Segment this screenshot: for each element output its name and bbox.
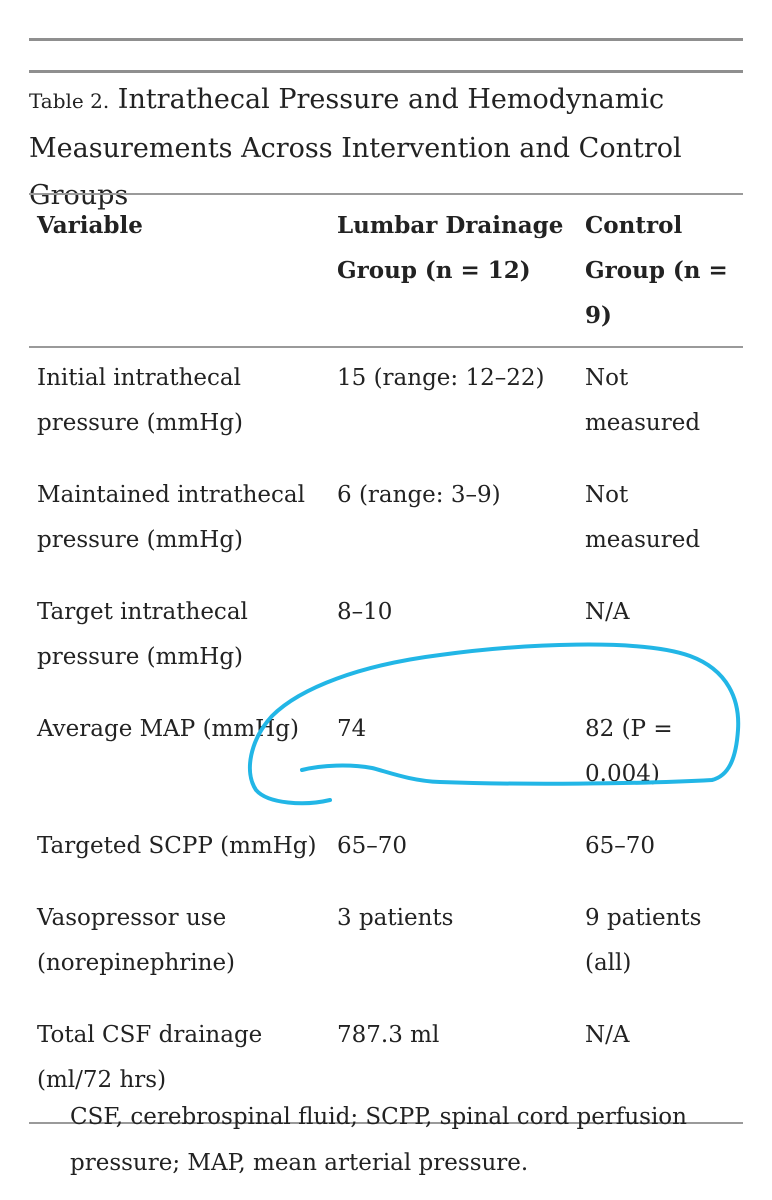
header-lumbar-drainage: Lumbar Drainage Group (n = 12) [337, 212, 564, 284]
cell-lumbar: 787.3 ml [337, 1022, 440, 1048]
cell-variable: Initial intrathecal pressure (mmHg) [37, 365, 244, 436]
table-caption: Table 2. Intrathecal Pressure and Hemody… [29, 76, 759, 219]
cell-lumbar: 15 (range: 12–22) [337, 365, 545, 391]
table-row: Maintained intrathecal pressure (mmHg) 6… [29, 465, 743, 582]
cell-control: 65–70 [585, 833, 656, 859]
cell-lumbar: 3 patients [337, 905, 454, 931]
cell-lumbar: 65–70 [337, 833, 408, 859]
cell-control: N/A [585, 1022, 630, 1048]
data-table: Variable Lumbar Drainage Group (n = 12) … [29, 193, 743, 1124]
table-footnote: CSF, cerebrospinal fluid; SCPP, spinal c… [70, 1104, 687, 1176]
table-row: Average MAP (mmHg) 74 82 (P = 0.004) [29, 699, 743, 816]
cell-control: N/A [585, 599, 630, 625]
cell-lumbar: 8–10 [337, 599, 393, 625]
top-rule [29, 38, 743, 41]
cell-variable: Total CSF drainage (ml/72 hrs) [37, 1022, 263, 1093]
caption-label: Table 2. [29, 89, 110, 113]
cell-variable: Targeted SCPP (mmHg) [37, 833, 317, 859]
caption-title: Intrathecal Pressure and Hemodynamic Mea… [29, 84, 682, 211]
table-row: Initial intrathecal pressure (mmHg) 15 (… [29, 347, 743, 465]
cell-variable: Vasopressor use (norepinephrine) [37, 905, 236, 976]
table-row: Total CSF drainage (ml/72 hrs) 787.3 ml … [29, 1005, 743, 1123]
data-table-container: Variable Lumbar Drainage Group (n = 12) … [29, 193, 743, 1124]
header-row: Variable Lumbar Drainage Group (n = 12) … [29, 194, 743, 347]
table-row: Targeted SCPP (mmHg) 65–70 65–70 [29, 816, 743, 888]
cell-variable: Average MAP (mmHg) [37, 716, 299, 742]
cell-variable: Maintained intrathecal pressure (mmHg) [37, 482, 305, 553]
header-control: Control Group (n = 9) [585, 212, 728, 329]
cell-control: 82 (P = 0.004) [585, 716, 673, 787]
cell-control: 9 patients (all) [585, 905, 702, 976]
caption-rule [29, 70, 743, 73]
cell-control: Not measured [585, 482, 701, 553]
cell-lumbar: 6 (range: 3–9) [337, 482, 501, 508]
table-row: Vasopressor use (norepinephrine) 3 patie… [29, 888, 743, 1005]
cell-control: Not measured [585, 365, 701, 436]
table-row: Target intrathecal pressure (mmHg) 8–10 … [29, 582, 743, 699]
cell-lumbar: 74 [337, 716, 367, 742]
header-variable: Variable [37, 212, 143, 239]
cell-variable: Target intrathecal pressure (mmHg) [37, 599, 248, 670]
